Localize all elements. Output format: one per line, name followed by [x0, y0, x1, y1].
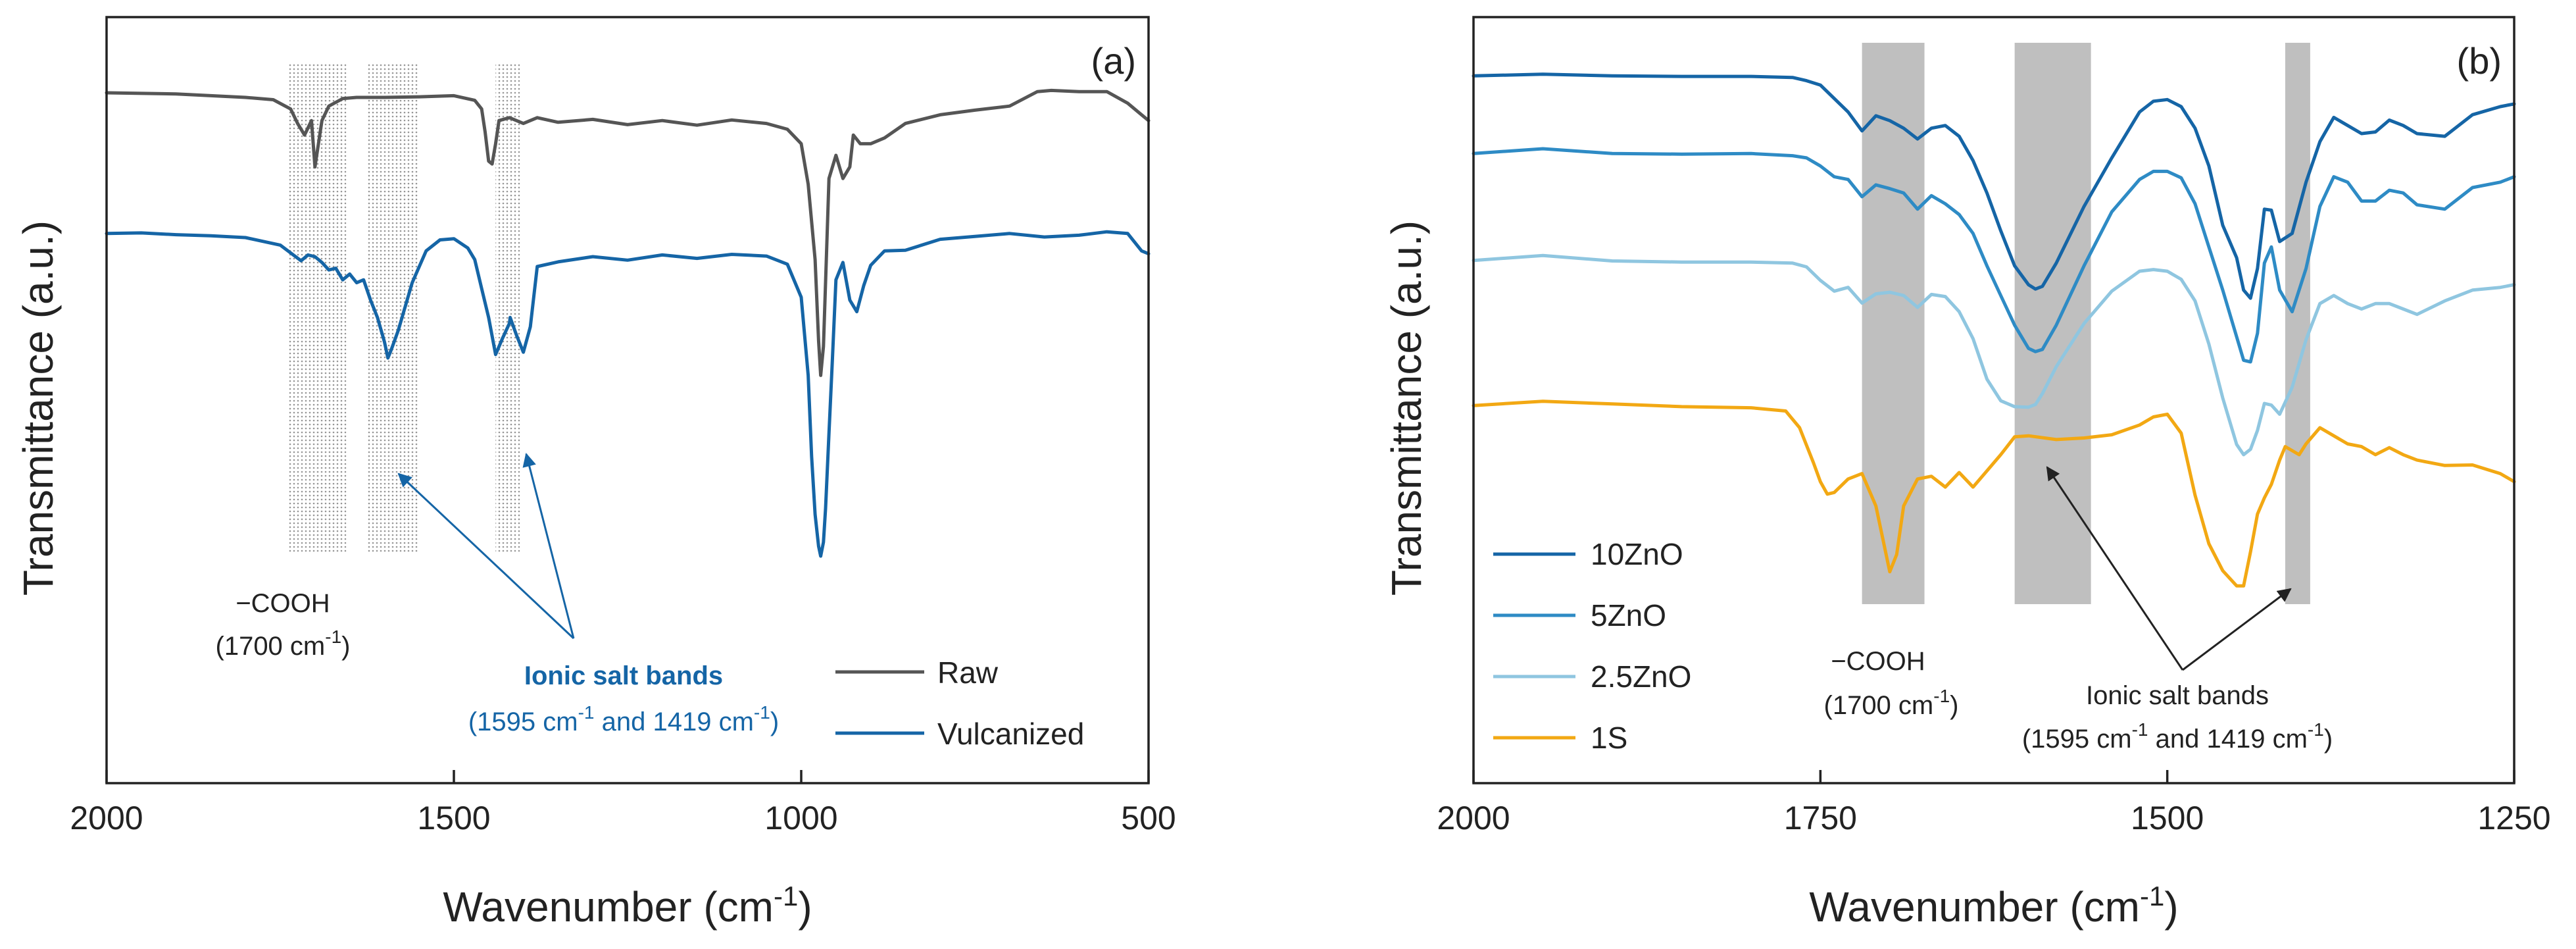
- panel-a: 2000 1500 1000 500 (a) Wavenumber (cm-1) Tr…: [14, 16, 1176, 931]
- legend-b-label-10zno: 10ZnO: [1591, 537, 1683, 571]
- panel-b: 2000 1750 1500 1250 (b) Wavenumber (cm-1) T…: [1383, 16, 2551, 931]
- cooh-value-b-sup: -1: [1933, 686, 1950, 706]
- shaded-bands-b: [1862, 43, 2310, 604]
- x-axis-title-a-text: Wavenumber (cm: [443, 883, 774, 931]
- series-line-b-10zno: [1472, 72, 2516, 300]
- x-axis-title-b-close: ): [2164, 883, 2178, 931]
- cooh-value-a-sup: -1: [325, 627, 341, 647]
- x-ticks-a: 2000 1500 1000 500: [70, 770, 1176, 836]
- x-axis-title-b: Wavenumber (cm-1): [1809, 881, 2178, 931]
- cooh-value-a: (1700 cm-1): [216, 627, 351, 661]
- series-line-a-raw: [105, 88, 1151, 377]
- x-tick-label-b-2000: 2000: [1437, 800, 1510, 836]
- series-b: [1472, 72, 2516, 588]
- y-axis-title-b: Transmittance (a.u.): [1383, 220, 1430, 596]
- ionic-arrow-b-1419: [2182, 588, 2292, 671]
- x-axis-title-a-sup: -1: [774, 881, 798, 911]
- legend-a: Raw Vulcanized: [835, 655, 1084, 751]
- ionic-title-b: Ionic salt bands: [2086, 681, 2269, 710]
- ionic-arrow-b-1595: [2046, 466, 2184, 671]
- shaded-band-a-0: [287, 63, 347, 553]
- shaded-band-a-2: [495, 63, 520, 553]
- cooh-label-a: −COOH: [235, 589, 330, 618]
- x-tick-label-a-1000: 1000: [764, 800, 837, 836]
- ionic-value-a: (1595 cm-1 and 1419 cm-1): [468, 702, 779, 736]
- cooh-value-b: (1700 cm-1): [1824, 686, 1959, 720]
- x-tick-label-b-1500: 1500: [2131, 800, 2204, 836]
- ionic-value-b-text: (1595 cm: [2022, 725, 2132, 754]
- series-line-b-1s: [1472, 399, 2516, 588]
- ionic-value-a-sup: -1: [578, 702, 595, 723]
- shaded-bands-a: [287, 63, 520, 553]
- legend-b-label-5zno: 5ZnO: [1591, 598, 1666, 632]
- x-axis-title-b-text: Wavenumber (cm: [1809, 883, 2140, 931]
- x-ticks-b: 2000 1750 1500 1250: [1437, 770, 2551, 836]
- ionic-value-b-mid: and 1419 cm: [2148, 725, 2308, 754]
- y-axis-title-a: Transmittance (a.u.): [14, 220, 62, 596]
- ionic-value-a-sup2: -1: [754, 702, 770, 723]
- x-tick-label-a-1500: 1500: [417, 800, 490, 836]
- x-tick-label-a-500: 500: [1121, 800, 1176, 836]
- shaded-band-b-1: [2014, 43, 2091, 604]
- legend-a-label-vulcanized: Vulcanized: [937, 717, 1084, 751]
- x-tick-label-b-1750: 1750: [1784, 800, 1857, 836]
- series-line-a-vulcanized: [105, 230, 1151, 558]
- x-tick-label-b-1250: 1250: [2477, 800, 2550, 836]
- cooh-value-a-close: ): [341, 632, 350, 661]
- ionic-value-a-text: (1595 cm: [468, 707, 578, 736]
- ionic-value-a-close: ): [770, 707, 779, 736]
- series-line-b-5zno: [1472, 147, 2516, 364]
- cooh-value-b-text: (1700 cm: [1824, 691, 1934, 720]
- cooh-label-b: −COOH: [1831, 647, 1925, 676]
- legend-b-label-1s: 1S: [1591, 721, 1627, 755]
- legend-a-label-raw: Raw: [937, 655, 999, 690]
- ionic-value-b-sup2: -1: [2308, 719, 2324, 740]
- legend-b: 10ZnO 5ZnO 2.5ZnO 1S: [1493, 537, 1691, 755]
- ionic-arrow-a-1419: [522, 452, 575, 639]
- cooh-value-a-text: (1700 cm: [216, 632, 326, 661]
- ionic-value-b-sup: -1: [2132, 719, 2148, 740]
- ionic-title-a: Ionic salt bands: [524, 661, 723, 690]
- ionic-value-a-mid: and 1419 cm: [595, 707, 754, 736]
- shaded-band-b-0: [1862, 43, 1925, 604]
- x-axis-title-b-sup: -1: [2140, 881, 2164, 911]
- panel-label-b: (b): [2457, 40, 2502, 82]
- x-axis-title-a-close: ): [798, 883, 812, 931]
- cooh-value-b-close: ): [1950, 691, 1958, 720]
- ionic-arrow-a-1595: [397, 473, 575, 640]
- shaded-band-a-1: [367, 63, 420, 553]
- ionic-value-b-close: ): [2324, 725, 2333, 754]
- legend-b-label-2-5zno: 2.5ZnO: [1591, 659, 1691, 694]
- ionic-value-b: (1595 cm-1 and 1419 cm-1): [2022, 719, 2333, 754]
- panel-label-a: (a): [1091, 40, 1136, 82]
- series-line-b-2-5zno: [1472, 253, 2516, 457]
- shaded-band-b-2: [2285, 43, 2310, 604]
- x-tick-label-a-2000: 2000: [70, 800, 143, 836]
- x-axis-title-a: Wavenumber (cm-1): [443, 881, 812, 931]
- plot-frame-b: [1472, 16, 2515, 784]
- series-a: [105, 88, 1151, 558]
- plot-frame-a: [105, 16, 1150, 784]
